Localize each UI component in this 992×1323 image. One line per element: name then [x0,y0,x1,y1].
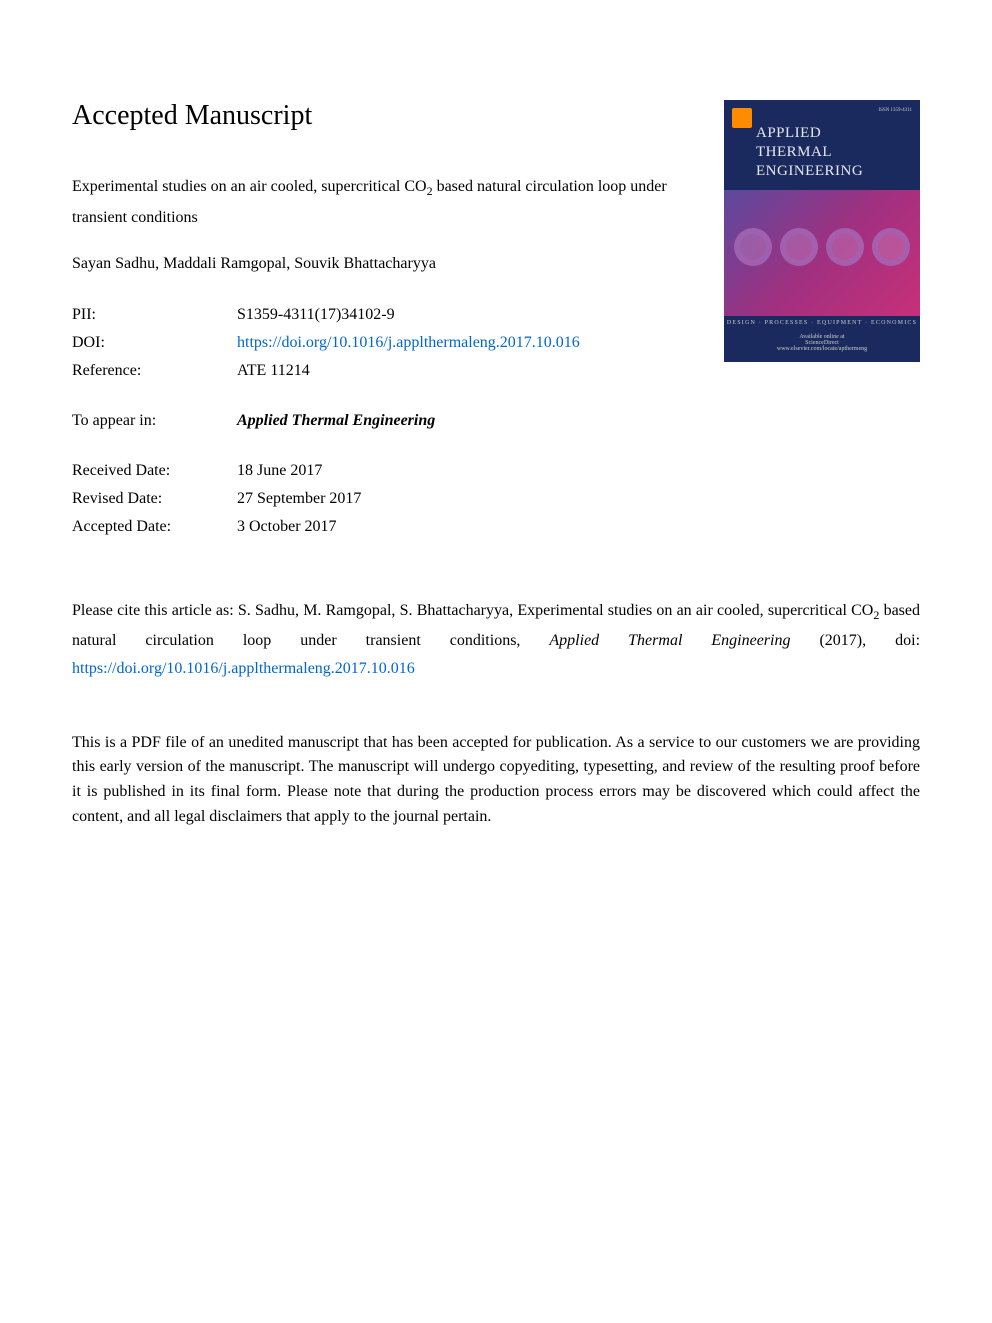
citation-journal: Applied Thermal Engineering [549,632,790,649]
cover-title-line2: THERMAL [756,143,863,162]
accepted-manuscript-heading: Accepted Manuscript [72,100,694,132]
received-row: Received Date: 18 June 2017 [72,457,694,485]
cover-url-text: www.elsevier.com/locate/apthermeng [724,346,920,352]
doi-label: DOI: [72,329,237,357]
authors-line: Sayan Sadhu, Maddali Ramgopal, Souvik Bh… [72,255,694,273]
metadata-block-2: To appear in: Applied Thermal Engineerin… [72,407,694,435]
header-row: Accepted Manuscript Experimental studies… [72,100,920,563]
cover-circle-icon [780,228,818,266]
citation-prefix: Please cite this article as: S. Sadhu, M… [72,602,873,619]
cover-top-band: ISSN 1359-4311 APPLIED THERMAL ENGINEERI… [724,100,920,190]
pii-value: S1359-4311(17)34102-9 [237,301,694,329]
doi-row: DOI: https://doi.org/10.1016/j.appltherm… [72,329,694,357]
revised-value: 27 September 2017 [237,485,694,513]
article-title-pre: Experimental studies on an air cooled, s… [72,178,427,195]
reference-row: Reference: ATE 11214 [72,357,694,385]
cover-circle-icon [734,228,772,266]
cover-bottom-band: DESIGN · PROCESSES · EQUIPMENT · ECONOMI… [724,316,920,362]
accepted-label: Accepted Date: [72,513,237,541]
cover-tagline: DESIGN · PROCESSES · EQUIPMENT · ECONOMI… [724,320,920,326]
reference-value: ATE 11214 [237,357,694,385]
appear-row: To appear in: Applied Thermal Engineerin… [72,407,694,435]
citation-paragraph: Please cite this article as: S. Sadhu, M… [72,597,920,682]
elsevier-logo-icon [732,108,752,128]
journal-cover-thumbnail: ISSN 1359-4311 APPLIED THERMAL ENGINEERI… [724,100,920,362]
received-label: Received Date: [72,457,237,485]
pii-row: PII: S1359-4311(17)34102-9 [72,301,694,329]
cover-sciencedirect: Available online at ScienceDirect www.el… [724,334,920,352]
appear-value: Applied Thermal Engineering [237,407,694,435]
cover-circle-icon [872,228,910,266]
received-value: 18 June 2017 [237,457,694,485]
cover-title-line3: ENGINEERING [756,162,863,181]
disclaimer-paragraph: This is a PDF file of an unedited manusc… [72,731,920,830]
revised-label: Revised Date: [72,485,237,513]
cover-circles-row [724,228,920,266]
doi-value: https://doi.org/10.1016/j.applthermaleng… [237,329,694,357]
revised-row: Revised Date: 27 September 2017 [72,485,694,513]
page-container: Accepted Manuscript Experimental studies… [0,0,992,890]
cover-issn: ISSN 1359-4311 [878,108,912,113]
accepted-row: Accepted Date: 3 October 2017 [72,513,694,541]
appear-label: To appear in: [72,407,237,435]
left-column: Accepted Manuscript Experimental studies… [72,100,724,563]
reference-label: Reference: [72,357,237,385]
cover-journal-title: APPLIED THERMAL ENGINEERING [756,124,863,180]
accepted-value: 3 October 2017 [237,513,694,541]
cover-title-line1: APPLIED [756,124,863,143]
article-title: Experimental studies on an air cooled, s… [72,172,694,233]
metadata-block-3: Received Date: 18 June 2017 Revised Date… [72,457,694,541]
citation-doi-link[interactable]: https://doi.org/10.1016/j.applthermaleng… [72,660,415,677]
pii-label: PII: [72,301,237,329]
citation-year: (2017), doi: [790,632,920,649]
metadata-block-1: PII: S1359-4311(17)34102-9 DOI: https://… [72,301,694,385]
doi-link[interactable]: https://doi.org/10.1016/j.applthermaleng… [237,334,580,351]
cover-circle-icon [826,228,864,266]
